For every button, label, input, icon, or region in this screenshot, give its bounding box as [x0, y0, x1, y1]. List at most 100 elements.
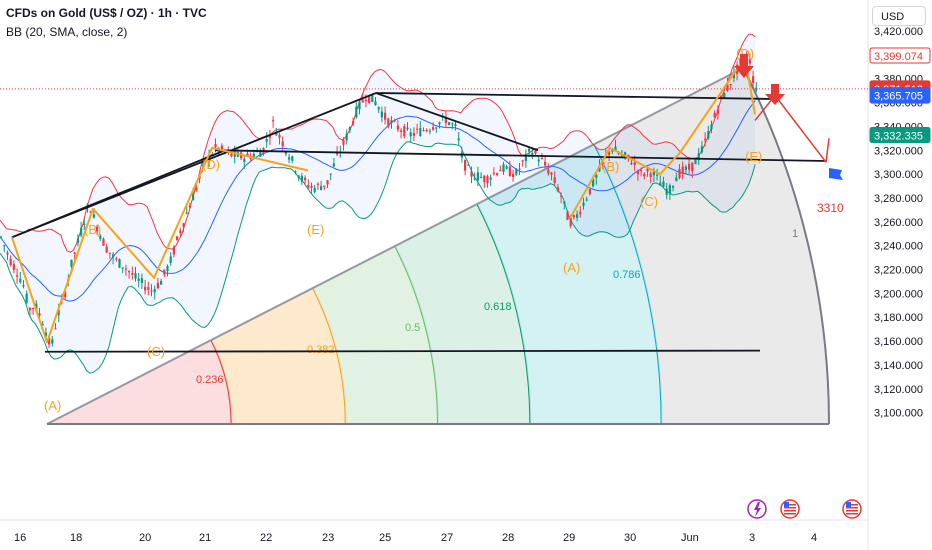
- wave-label: (B): [602, 159, 619, 174]
- fib-level-label: 1: [792, 228, 798, 240]
- candle-body: [636, 170, 639, 175]
- time-tick-label: 3: [749, 532, 755, 544]
- candle-body: [169, 256, 172, 263]
- candle-body: [57, 309, 60, 316]
- candle-body: [201, 164, 204, 166]
- candle-body: [601, 162, 604, 164]
- candle-body: [633, 162, 636, 166]
- candle-body: [387, 118, 390, 127]
- candle-body: [508, 166, 511, 177]
- candle-body: [412, 132, 415, 136]
- candle-body: [489, 177, 492, 180]
- candle-body: [492, 172, 495, 174]
- candle-body: [467, 164, 470, 166]
- candle-body: [486, 176, 489, 184]
- down-arrow-icon: [765, 84, 785, 105]
- candle-body: [377, 107, 380, 110]
- candle-body: [432, 127, 435, 130]
- candle-body: [713, 112, 716, 118]
- candle-body: [448, 122, 451, 125]
- time-tick-label: 20: [139, 532, 151, 544]
- price-tick-label: 3,200.000: [874, 288, 923, 300]
- price-tag: [869, 127, 931, 144]
- candle-body: [579, 211, 582, 215]
- flag-stripe: [784, 510, 796, 512]
- candle-body: [179, 230, 182, 234]
- candle-body: [566, 211, 569, 221]
- price-tick-label: 3,180.000: [874, 312, 923, 324]
- candle-body: [19, 278, 22, 283]
- candle-body: [668, 185, 671, 194]
- candle-body: [496, 173, 499, 176]
- candle-body: [748, 59, 751, 64]
- candle-body: [355, 106, 358, 118]
- candle-body: [89, 211, 92, 213]
- candle-body: [268, 135, 271, 138]
- candle-body: [297, 175, 300, 179]
- candle-body: [9, 258, 12, 265]
- candle-body: [499, 169, 502, 172]
- wave-label: (D): [202, 157, 220, 172]
- candle-body: [608, 151, 611, 155]
- candle-body: [428, 130, 431, 132]
- trendline-base: [44, 349, 761, 353]
- fib-fan-zone: [477, 144, 662, 425]
- candle-body: [704, 138, 707, 140]
- flag-stripe: [784, 504, 796, 506]
- price-tick-label: 3,320.000: [874, 145, 923, 157]
- candle-body: [115, 258, 118, 260]
- candle-body: [435, 127, 438, 129]
- candle-body: [284, 151, 287, 154]
- candle-body: [425, 129, 428, 132]
- candle-body: [320, 186, 323, 190]
- candle-body: [531, 153, 534, 157]
- candle-body: [291, 156, 294, 161]
- candle-body: [188, 205, 191, 208]
- candle-body: [364, 99, 367, 101]
- candle-body: [316, 183, 319, 185]
- candle-body: [707, 131, 710, 139]
- candle-body: [438, 122, 441, 125]
- candle-body: [176, 236, 179, 240]
- candle-body: [419, 128, 422, 136]
- wave-label: (E): [745, 149, 762, 164]
- candle-body: [729, 84, 732, 86]
- candle-body: [700, 146, 703, 153]
- candle-body: [464, 160, 467, 171]
- candle-body: [118, 259, 121, 268]
- price-tag-label: 3,399.074: [874, 51, 923, 63]
- us-flag-event-icon: [780, 499, 800, 519]
- candle-body: [659, 182, 662, 186]
- candle-body: [675, 177, 678, 182]
- candle-body: [332, 163, 335, 167]
- candle-body: [300, 176, 303, 182]
- chart-title: CFDs on Gold (US$ / OZ) · 1h · TVC: [6, 6, 207, 20]
- wave-label: (A): [563, 260, 580, 275]
- price-tick-label: 3,160.000: [874, 336, 923, 348]
- candle-body: [6, 252, 9, 255]
- candle-body: [368, 95, 371, 103]
- time-tick-label: 29: [563, 532, 575, 544]
- fib-level-label: 0.618: [484, 301, 512, 313]
- candle-body: [723, 93, 726, 98]
- flag-icon: [829, 168, 843, 180]
- currency-button[interactable]: USD: [872, 6, 926, 26]
- candle-body: [534, 150, 537, 154]
- candle-body: [128, 271, 131, 273]
- candle-body: [336, 152, 339, 155]
- candle-body: [352, 121, 355, 125]
- candle-body: [550, 172, 553, 175]
- candle-body: [195, 187, 198, 191]
- wave-label: (C): [640, 194, 658, 209]
- candle-body: [518, 168, 521, 170]
- candle-body: [275, 132, 278, 136]
- bollinger-fill: [0, 34, 756, 373]
- candle-body: [752, 76, 755, 83]
- projection-flag-pole: [825, 138, 830, 163]
- candle-body: [124, 268, 127, 270]
- indicator-label[interactable]: BB (20, SMA, close, 2): [6, 25, 128, 39]
- time-tick-label: 16: [14, 532, 26, 544]
- candle-body: [515, 169, 518, 175]
- price-tag: [869, 47, 931, 64]
